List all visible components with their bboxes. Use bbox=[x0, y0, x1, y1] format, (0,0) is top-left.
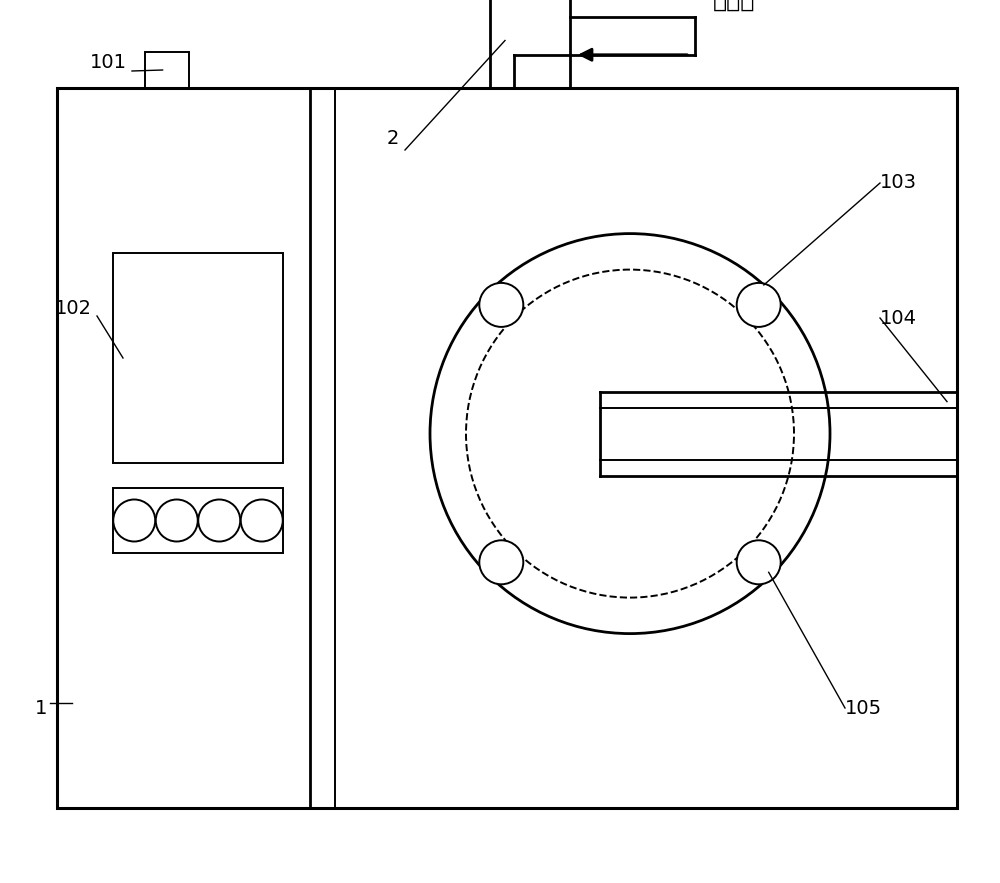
Text: 103: 103 bbox=[880, 173, 917, 192]
Text: 105: 105 bbox=[845, 698, 882, 718]
Text: 102: 102 bbox=[55, 298, 92, 318]
Text: 1: 1 bbox=[35, 698, 47, 718]
Circle shape bbox=[156, 500, 198, 541]
Bar bbox=[113, 253, 283, 463]
Text: 天然气: 天然气 bbox=[713, 0, 755, 11]
Circle shape bbox=[479, 283, 523, 327]
Circle shape bbox=[479, 540, 523, 585]
Circle shape bbox=[737, 283, 781, 327]
Circle shape bbox=[241, 500, 283, 541]
Text: 104: 104 bbox=[880, 308, 917, 328]
Circle shape bbox=[198, 500, 240, 541]
Circle shape bbox=[113, 500, 155, 541]
Bar bbox=[145, 52, 189, 88]
Text: 2: 2 bbox=[387, 129, 399, 147]
Text: 101: 101 bbox=[90, 54, 127, 72]
Bar bbox=[490, 0, 570, 88]
Bar bbox=[57, 88, 957, 808]
Bar bbox=[113, 488, 283, 553]
Circle shape bbox=[737, 540, 781, 585]
